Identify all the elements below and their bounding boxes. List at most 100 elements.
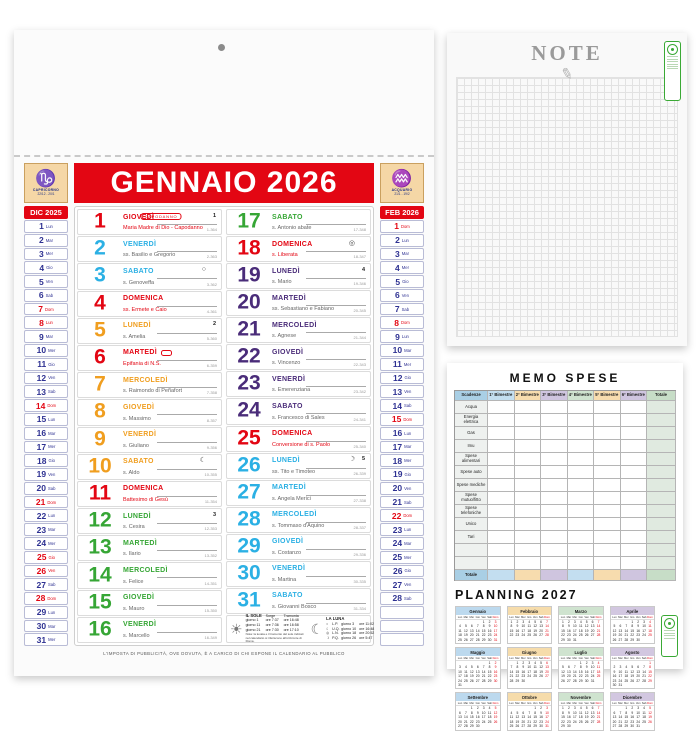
sun-cell: ore 16:58	[283, 623, 299, 628]
writing-line	[156, 359, 217, 361]
eco-certification-label	[664, 41, 681, 101]
memo-empty-cell	[567, 466, 594, 479]
sun-cell: ore 16:48	[283, 618, 299, 623]
mini-weekday-header: Lun Mar Mer Gio Ven Sab Dom	[559, 615, 603, 620]
memo-empty-cell	[514, 518, 541, 531]
day-row: 11 DOMENICA Battesimo di Gesù 11-354	[77, 480, 222, 508]
memo-total-column-cell	[647, 557, 676, 570]
capricorn-icon: ♑	[35, 169, 57, 188]
mini-month-dicembre: Dicembre Lun Mar Mer Gio Ven Sab Dom 1 2 3 4 5 6 7 8 9 10…	[609, 692, 655, 731]
mini-day-weekday: Mar	[404, 444, 412, 450]
moon-phase-icon: ◎	[348, 239, 355, 247]
weekday-name: VENERDÌ	[123, 240, 157, 248]
saint-name: s. Genoveffa	[123, 279, 155, 286]
memo-row-label: Unico	[455, 518, 488, 531]
mini-day-number: 3	[395, 248, 400, 259]
day-number: 31	[237, 588, 261, 612]
memo-sheet: MEMO SPESE Scadenze 1° Bimestre 2° Bimestr…	[447, 363, 683, 731]
mini-day-weekday: Ven	[401, 292, 409, 298]
week-number: 4	[361, 266, 365, 273]
day-number: 13	[88, 535, 112, 559]
mini-day-row: 9 Lun	[380, 330, 424, 344]
aquarius-icon: ♒	[391, 169, 413, 188]
moon-cell: giorno 10	[341, 626, 357, 631]
eco-certification-label	[661, 615, 678, 657]
mini-day-number: 2	[39, 235, 44, 246]
note-grid-paper	[456, 77, 678, 337]
weekday-name: DOMENICA	[272, 240, 313, 248]
mini-day-number: 3	[39, 248, 44, 259]
writing-line	[305, 386, 366, 388]
writing-line	[156, 604, 217, 606]
mini-day-number: 26	[36, 565, 47, 576]
moon-cell: ◎	[326, 631, 330, 636]
mini-day-row: 6 Ven	[380, 288, 424, 302]
day-number: 27	[237, 480, 261, 504]
weekday-name: MERCOLEDÌ	[123, 376, 168, 384]
memo-empty-cell	[567, 505, 594, 518]
weekday-name: SABATO	[272, 402, 303, 410]
mini-day-number: 17	[392, 441, 403, 452]
memo-total-column-cell	[647, 518, 676, 531]
weekday-name: LUNEDÌ	[123, 512, 151, 520]
mini-days-grid: 1 2 3 4 5 6 7 8 9 10 11 12 13 14 15 16 17 18 19 20 21 22 23 24 2…	[509, 706, 549, 729]
day-number: 12	[88, 508, 112, 532]
day-row: 13 MARTEDÌ s. Ilario 13-352	[77, 535, 222, 562]
saint-name: ss. Tito e Timoteo	[272, 468, 316, 475]
mini-day-number: 25	[37, 552, 47, 563]
mini-days-grid: 1 2 3 4 5 6 7 8 9 10 11 12 13 14 15 16 17 18 19 20 21 22 23 24 2…	[458, 706, 498, 729]
sun-cell: ore 17:10	[283, 627, 299, 632]
sun-table: IL SOLE Sorge Tramonta giorno 1 ore 7:37 ore…	[245, 613, 308, 644]
day-number: 7	[94, 372, 106, 396]
moon-cell: ☾	[326, 626, 330, 631]
day-of-year: 29-336	[353, 551, 366, 557]
memo-empty-cell	[541, 492, 568, 505]
moon-table: LA LUNA ○ L.P. giorno 3 ore 11:02 ☾ U.Q. giorn…	[326, 617, 375, 640]
moon-cell: ore 11:02	[359, 622, 375, 627]
memo-empty-cell	[514, 492, 541, 505]
mini-days-grid: 1 2 3 4 5 6 7 8 9 10 11 12 13 14 15 16 17 18 19 20 21 22 23 24 2…	[561, 706, 601, 729]
mini-day-number: 12	[393, 372, 403, 383]
memo-empty-cell	[541, 479, 568, 492]
next-month-days: 1 Dom 2 Lun 3 Mar 4 Mer 5 Gio 6 Ven 7 Sab 8 Dom 9 Lun 10 Ma…	[380, 220, 424, 647]
day-row: 3 SABATO s. Genoveffa ○ 3-362	[77, 263, 222, 290]
sun-cell: giorno 1	[245, 618, 259, 623]
mini-day-weekday: Lun	[48, 416, 56, 422]
mini-day-weekday: Mar	[404, 347, 412, 353]
mini-day-weekday: Sab	[48, 582, 56, 588]
mini-day-row: 19 Gio	[380, 468, 424, 481]
day-row: 24 SABATO s. Francesco di Sales 24-341	[226, 398, 371, 425]
weekday-name: DOMENICA	[272, 430, 313, 437]
mini-month-name: Gennaio	[456, 607, 500, 615]
mini-month-aprile: Aprile Lun Mar Mer Gio Ven Sab Dom 1 2 3 4 5 6 7 8 9 10 11…	[609, 606, 655, 645]
weekday-name: VENERDÌ	[272, 565, 306, 573]
memo-row-label: Spese mutuo/fitto	[455, 492, 488, 505]
mini-day-number: 7	[394, 304, 400, 315]
saint-name: ss. Basilio e Gregorio	[123, 252, 176, 259]
day-row: 14 MERCOLEDÌ s. Felice 14-351	[77, 562, 222, 589]
mini-day-weekday: Lun	[401, 334, 409, 340]
saint-name: Maria Madre di Dio - Capodanno	[123, 225, 203, 232]
sun-head-cell: Sorge	[265, 613, 276, 618]
mini-days-grid: 1 2 3 4 5 6 7 8 9 10 11 12 13 14 15 16 17 18 19 20 21 22 23 24 2…	[509, 661, 549, 683]
saint-name: ss. Sebastiano e Fabiano	[272, 306, 335, 313]
mini-day-number: 10	[36, 345, 47, 356]
zodiac-name: CAPRICORNO	[32, 188, 60, 192]
writing-line	[305, 575, 366, 577]
mini-day-weekday: Lun	[404, 430, 412, 436]
memo-empty-cell	[541, 518, 568, 531]
mini-day-number: 16	[36, 428, 47, 439]
day-row: 28 MERCOLEDÌ s. Tommaso d'Aquino 28-337	[226, 506, 371, 533]
memo-empty-cell	[488, 518, 515, 531]
day-of-year: 5-360	[206, 335, 217, 341]
mini-day-number: 5	[39, 276, 44, 287]
memo-empty-cell	[567, 414, 594, 427]
day-number: 4	[94, 291, 106, 315]
memo-total-label: Totale	[455, 570, 488, 581]
mini-day-weekday: Dom	[403, 416, 413, 422]
mini-day-row: 26 Gio	[380, 564, 424, 578]
mini-day-row: 12 Ven	[24, 371, 68, 385]
weekday-name: LUNEDÌ	[272, 457, 300, 465]
memo-total-cell	[488, 570, 515, 581]
day-grid: 1 GIOVEDÌ Maria Madre di Dio - Capodanno…	[74, 206, 374, 646]
